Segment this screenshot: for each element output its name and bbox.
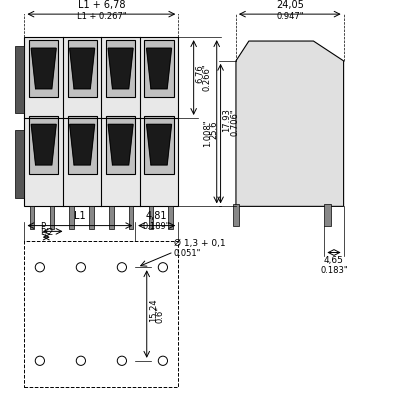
Text: 24,05: 24,05 bbox=[276, 0, 304, 10]
Text: 0.266": 0.266" bbox=[202, 64, 211, 91]
Text: 0.183": 0.183" bbox=[320, 266, 348, 275]
Text: P/2: P/2 bbox=[40, 227, 53, 236]
Bar bbox=[109, 206, 114, 230]
Bar bbox=[29, 116, 58, 174]
Text: 0.706": 0.706" bbox=[230, 108, 239, 136]
Polygon shape bbox=[70, 48, 94, 89]
Bar bbox=[68, 40, 97, 98]
Text: L1 + 0.267": L1 + 0.267" bbox=[77, 12, 126, 21]
Text: 0.051": 0.051" bbox=[174, 249, 201, 258]
Text: 4,81: 4,81 bbox=[146, 211, 167, 221]
Text: 15,24: 15,24 bbox=[149, 298, 158, 322]
Bar bbox=[24, 37, 178, 206]
Bar bbox=[145, 116, 174, 174]
Bar bbox=[24, 241, 178, 387]
Bar bbox=[50, 206, 54, 230]
Text: 0.6": 0.6" bbox=[155, 306, 164, 322]
Text: P: P bbox=[40, 222, 45, 230]
Polygon shape bbox=[31, 124, 56, 165]
Text: Ø 1,3 + 0,1: Ø 1,3 + 0,1 bbox=[174, 239, 225, 248]
Bar bbox=[15, 130, 24, 198]
Text: 0.947": 0.947" bbox=[276, 12, 303, 21]
Text: 6.76: 6.76 bbox=[196, 64, 205, 83]
Polygon shape bbox=[31, 48, 56, 89]
Polygon shape bbox=[108, 48, 133, 89]
Bar bbox=[145, 40, 174, 98]
Text: L1: L1 bbox=[74, 211, 86, 221]
Polygon shape bbox=[108, 124, 133, 165]
Bar bbox=[30, 206, 34, 230]
Text: 4,65: 4,65 bbox=[324, 256, 344, 265]
Bar bbox=[149, 206, 153, 230]
Bar bbox=[70, 206, 74, 230]
Bar bbox=[324, 204, 331, 226]
Bar bbox=[129, 206, 134, 230]
Polygon shape bbox=[70, 124, 94, 165]
Bar bbox=[168, 206, 173, 230]
Bar bbox=[29, 40, 58, 98]
Bar bbox=[89, 206, 94, 230]
Polygon shape bbox=[236, 41, 344, 206]
Polygon shape bbox=[147, 48, 171, 89]
Text: 17.93: 17.93 bbox=[222, 108, 231, 132]
Polygon shape bbox=[147, 124, 171, 165]
Bar bbox=[106, 116, 135, 174]
Text: 1.008": 1.008" bbox=[203, 120, 212, 147]
Bar bbox=[68, 116, 97, 174]
Bar bbox=[15, 46, 24, 113]
Bar bbox=[233, 204, 239, 226]
Bar bbox=[106, 40, 135, 98]
Text: 25.6: 25.6 bbox=[210, 120, 219, 139]
Text: 0.189": 0.189" bbox=[143, 222, 171, 230]
Text: L1 + 6,78: L1 + 6,78 bbox=[78, 0, 125, 10]
